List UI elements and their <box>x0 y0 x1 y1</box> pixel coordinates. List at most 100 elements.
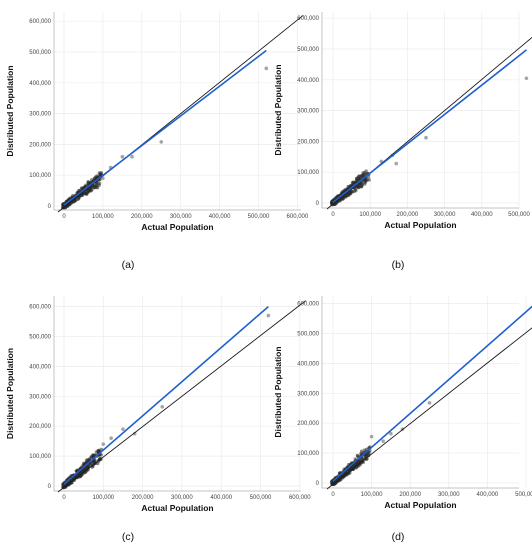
fit-line <box>64 307 268 485</box>
y-tick-label: 400,000 <box>29 364 51 370</box>
y-tick-label: 0 <box>316 481 320 487</box>
outlier-point <box>130 155 134 159</box>
fit-line <box>333 50 526 202</box>
panel-caption: (a) <box>122 259 135 271</box>
data-point <box>364 169 367 172</box>
x-tick-label: 200,000 <box>132 495 154 501</box>
y-tick-label: 100,000 <box>297 170 319 176</box>
data-point <box>366 178 369 181</box>
y-tick-label: 600,000 <box>29 305 51 311</box>
data-point <box>356 454 359 457</box>
y-axis-title: Distributed Population <box>5 348 15 439</box>
x-tick-label: 0 <box>331 492 335 498</box>
y-tick-label: 100,000 <box>297 451 319 457</box>
y-tick-label: 400,000 <box>297 361 319 367</box>
y-axis-title: Distributed Population <box>5 65 15 156</box>
y-tick-label: 600,000 <box>297 16 319 22</box>
y-tick-label: 0 <box>316 201 320 207</box>
outlier-point <box>525 76 529 80</box>
scatter-panel-3: 0 100,000 200,000 300,000 400,000 500,000 600,… <box>273 296 532 543</box>
outlier-point <box>160 405 164 409</box>
data-point <box>356 185 359 188</box>
x-axis-title: Actual Population <box>384 220 456 230</box>
x-tick-label: 300,000 <box>170 214 192 220</box>
outlier-point <box>424 136 428 140</box>
x-tick-label: 0 <box>331 212 335 218</box>
outlier-point <box>394 162 398 166</box>
x-tick-label: 600,000 <box>287 214 309 220</box>
outlier-point <box>121 155 125 159</box>
y-tick-label: 500,000 <box>297 47 319 53</box>
y-tick-label: 100,000 <box>29 454 51 460</box>
x-tick-label: 400,000 <box>210 495 232 501</box>
x-axis-title: Actual Population <box>384 500 456 510</box>
x-tick-label: 200,000 <box>131 214 153 220</box>
data-point <box>360 174 363 177</box>
panel-caption: (b) <box>392 259 405 271</box>
x-tick-label: 300,000 <box>434 212 456 218</box>
data-point <box>80 186 83 189</box>
x-tick-label: 500,000 <box>250 495 272 501</box>
y-tick-label: 500,000 <box>29 335 51 341</box>
y-tick-label: 400,000 <box>297 78 319 84</box>
scatter-panel-1: 0 100,000 200,000 300,000 400,000 500,000 600,… <box>273 12 532 271</box>
data-point <box>86 180 89 183</box>
data-point <box>361 171 364 174</box>
outlier-point <box>267 314 271 318</box>
x-axis-title: Actual Population <box>141 222 213 232</box>
y-tick-label: 600,000 <box>297 302 319 308</box>
y-tick-label: 0 <box>48 484 52 490</box>
y-tick-label: 500,000 <box>297 332 319 338</box>
y-tick-label: 400,000 <box>29 81 51 87</box>
outlier-point <box>102 442 106 446</box>
x-tick-label: 600,000 <box>289 495 311 501</box>
scatter-panel-2: 0 100,000 200,000 300,000 400,000 500,000 600,… <box>5 296 311 543</box>
outlier-point <box>159 140 163 144</box>
x-tick-label: 400,000 <box>471 212 493 218</box>
outlier-point <box>109 436 113 440</box>
outlier-point <box>428 401 432 405</box>
y-tick-label: 300,000 <box>297 109 319 115</box>
x-axis-title: Actual Population <box>141 503 213 513</box>
panel-caption: (d) <box>392 531 405 543</box>
y-tick-label: 300,000 <box>29 112 51 118</box>
y-tick-label: 0 <box>48 204 52 210</box>
data-point <box>344 195 347 198</box>
y-tick-label: 200,000 <box>297 139 319 145</box>
x-tick-label: 200,000 <box>397 212 419 218</box>
y-axis-title: Distributed Population <box>273 346 283 437</box>
data-point <box>351 190 354 193</box>
x-tick-label: 300,000 <box>438 492 460 498</box>
y-tick-label: 200,000 <box>29 424 51 430</box>
x-tick-label: 500,000 <box>248 214 270 220</box>
data-point <box>98 171 101 174</box>
outlier-point <box>370 435 374 439</box>
y-tick-label: 200,000 <box>297 421 319 427</box>
x-tick-label: 300,000 <box>171 495 193 501</box>
x-tick-label: 100,000 <box>359 212 381 218</box>
data-point <box>363 448 366 451</box>
x-tick-label: 100,000 <box>361 492 383 498</box>
outlier-point <box>264 67 268 71</box>
x-tick-label: 100,000 <box>92 495 114 501</box>
panel-caption: (c) <box>122 531 134 543</box>
y-tick-label: 300,000 <box>297 391 319 397</box>
y-tick-label: 100,000 <box>29 173 51 179</box>
outlier-point <box>121 427 125 431</box>
x-tick-label: 100,000 <box>92 214 114 220</box>
data-point <box>354 189 357 192</box>
scatter-panel-0: 0 100,000 200,000 300,000 400,000 500,000 600,… <box>5 12 309 271</box>
data-point <box>355 177 358 180</box>
data-point <box>98 182 101 185</box>
fit-line <box>64 50 266 205</box>
y-axis-title: Distributed Population <box>273 64 283 155</box>
x-tick-label: 500,000 <box>508 212 530 218</box>
y-tick-label: 300,000 <box>29 394 51 400</box>
outlier-point <box>381 439 385 443</box>
x-tick-label: 200,000 <box>399 492 421 498</box>
x-tick-label: 400,000 <box>209 214 231 220</box>
x-tick-label: 400,000 <box>477 492 499 498</box>
x-tick-label: 500,000 <box>515 492 532 498</box>
x-tick-label: 0 <box>62 495 66 501</box>
